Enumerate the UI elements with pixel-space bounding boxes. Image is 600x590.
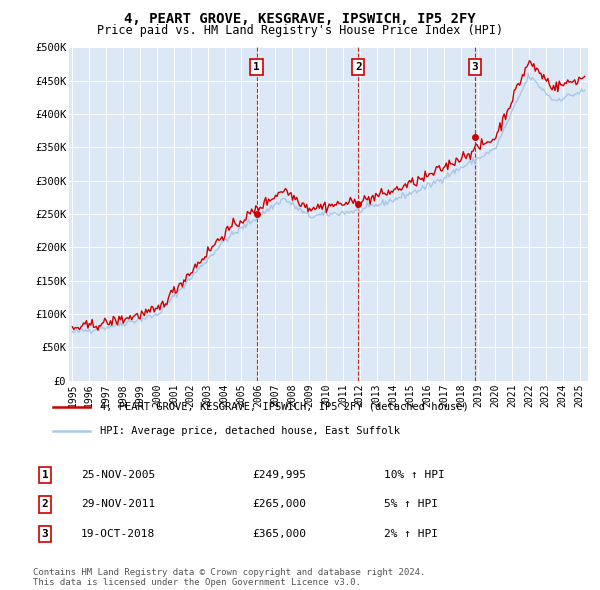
Text: 1: 1 bbox=[41, 470, 49, 480]
Text: Contains HM Land Registry data © Crown copyright and database right 2024.
This d: Contains HM Land Registry data © Crown c… bbox=[33, 568, 425, 587]
Text: Price paid vs. HM Land Registry's House Price Index (HPI): Price paid vs. HM Land Registry's House … bbox=[97, 24, 503, 37]
Text: 29-NOV-2011: 29-NOV-2011 bbox=[81, 500, 155, 509]
Text: 2: 2 bbox=[355, 62, 362, 72]
Text: 3: 3 bbox=[41, 529, 49, 539]
Text: £249,995: £249,995 bbox=[252, 470, 306, 480]
Text: 2: 2 bbox=[41, 500, 49, 509]
Text: HPI: Average price, detached house, East Suffolk: HPI: Average price, detached house, East… bbox=[100, 426, 400, 436]
Text: 1: 1 bbox=[253, 62, 260, 72]
Text: 25-NOV-2005: 25-NOV-2005 bbox=[81, 470, 155, 480]
Text: 19-OCT-2018: 19-OCT-2018 bbox=[81, 529, 155, 539]
Text: 10% ↑ HPI: 10% ↑ HPI bbox=[384, 470, 445, 480]
Text: 3: 3 bbox=[472, 62, 478, 72]
Text: £365,000: £365,000 bbox=[252, 529, 306, 539]
Text: 4, PEART GROVE, KESGRAVE, IPSWICH, IP5 2FY: 4, PEART GROVE, KESGRAVE, IPSWICH, IP5 2… bbox=[124, 12, 476, 26]
Text: 2% ↑ HPI: 2% ↑ HPI bbox=[384, 529, 438, 539]
Text: 5% ↑ HPI: 5% ↑ HPI bbox=[384, 500, 438, 509]
Text: £265,000: £265,000 bbox=[252, 500, 306, 509]
Text: 4, PEART GROVE, KESGRAVE, IPSWICH, IP5 2FY (detached house): 4, PEART GROVE, KESGRAVE, IPSWICH, IP5 2… bbox=[100, 402, 469, 412]
